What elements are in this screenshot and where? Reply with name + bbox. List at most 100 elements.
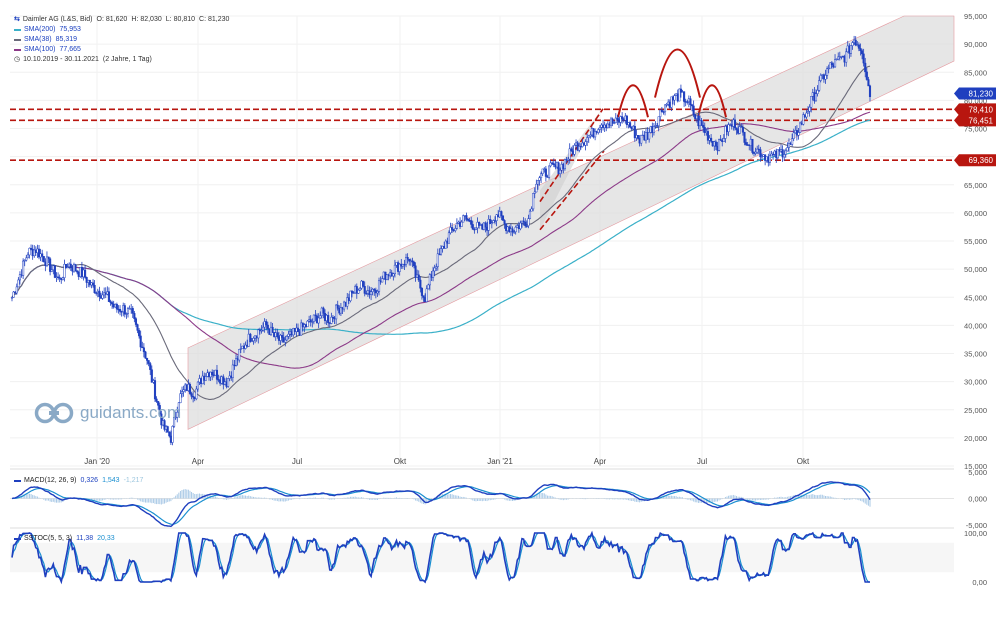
legend-sma38[interactable]: SMA(38) 85,319 — [14, 35, 229, 45]
candle — [449, 222, 452, 235]
y-tick-label: 15,000 — [964, 462, 987, 471]
candle — [714, 139, 717, 151]
candle-body — [10, 297, 14, 299]
candle-body — [50, 269, 53, 272]
candle — [204, 373, 207, 381]
candles — [10, 35, 872, 446]
candle — [188, 382, 192, 395]
candle-body — [660, 109, 663, 112]
y-tick-label: 90,000 — [964, 40, 987, 49]
candle-body — [621, 116, 624, 120]
candle-body — [808, 106, 811, 112]
candle-body — [824, 75, 827, 80]
y-tick-label: 55,000 — [964, 237, 987, 246]
candle — [652, 123, 655, 136]
candle-body — [147, 360, 150, 364]
candle — [101, 290, 104, 300]
candle-body — [265, 321, 268, 326]
candle-body — [819, 75, 822, 81]
candle-body — [118, 309, 122, 312]
candle — [597, 128, 600, 135]
candle — [317, 313, 320, 329]
candle — [710, 134, 713, 143]
candle — [10, 296, 14, 302]
candle-body — [525, 225, 528, 227]
candle-body — [358, 287, 362, 291]
candle-body — [101, 294, 104, 299]
candle — [158, 402, 161, 416]
candle — [851, 41, 854, 50]
candle-body — [449, 227, 452, 234]
candle — [358, 287, 362, 291]
candle — [234, 354, 238, 367]
candle — [783, 149, 786, 162]
candle-body — [406, 256, 409, 260]
x-tick-label: Apr — [594, 457, 607, 466]
candle — [336, 300, 339, 311]
candle-body — [567, 158, 570, 161]
candle-body — [204, 376, 207, 381]
legend-title-row: ⇆ Daimler AG (L&S, Bid) O: 81,620 H: 82,03… — [14, 15, 229, 25]
candle — [616, 114, 619, 126]
candle-body — [616, 117, 619, 120]
candle-body — [743, 131, 746, 143]
candle — [466, 218, 470, 222]
candle — [133, 310, 136, 323]
candle — [818, 76, 821, 92]
sma38-label: SMA(38) — [24, 36, 52, 43]
candle — [511, 226, 514, 237]
candle-body — [411, 260, 414, 263]
candle — [781, 145, 784, 162]
candle-body — [435, 266, 438, 269]
y-tick-label: 65,000 — [964, 181, 987, 190]
candle-body — [854, 39, 857, 46]
shoulder-arc — [654, 48, 701, 98]
candle — [392, 272, 395, 281]
candle — [640, 134, 643, 147]
sstoc-k-line — [11, 530, 870, 585]
macd-panel: 5,000 0,000 -5,000 — [10, 468, 987, 530]
candle-body — [17, 279, 20, 288]
candle-body — [425, 288, 428, 303]
candle-body — [61, 277, 64, 280]
candle-body — [69, 263, 72, 269]
candle-body — [741, 127, 744, 133]
candle-body — [802, 114, 805, 125]
candle-body — [665, 104, 668, 106]
candle — [28, 247, 31, 259]
legend-sma100[interactable]: SMA(100) 77,665 — [14, 45, 229, 55]
candle — [532, 193, 535, 212]
candle-body — [670, 96, 673, 108]
candle-body — [37, 248, 41, 258]
candle-body — [589, 134, 592, 137]
candle-body — [586, 137, 589, 142]
candle — [587, 134, 590, 144]
candle — [300, 319, 303, 336]
candle — [76, 269, 79, 275]
candle — [435, 263, 438, 272]
sma200-swatch — [14, 29, 21, 31]
candle-body — [28, 247, 31, 256]
legend-sma200[interactable]: SMA(200) 75,953 — [14, 25, 229, 35]
y-tick-label: 75,000 — [964, 125, 987, 134]
macd-signal-line — [11, 482, 871, 525]
sstoc-value-1: 11,38 — [76, 535, 94, 542]
candle — [544, 166, 547, 182]
level-tag-2: 69,360 — [954, 154, 996, 167]
candle — [50, 264, 53, 273]
candle-body — [652, 126, 655, 133]
candle — [357, 288, 360, 294]
candle-body — [107, 291, 110, 302]
candle-body — [373, 289, 376, 291]
candle — [444, 239, 447, 249]
candle-body — [451, 227, 454, 230]
candle — [126, 306, 130, 318]
candle-body — [859, 48, 862, 51]
x-tick-label: Okt — [394, 457, 407, 466]
candle — [15, 283, 18, 295]
candle — [570, 146, 573, 152]
candle — [657, 116, 660, 132]
candle — [312, 314, 315, 325]
candle — [157, 401, 160, 410]
candle-body — [433, 267, 436, 272]
